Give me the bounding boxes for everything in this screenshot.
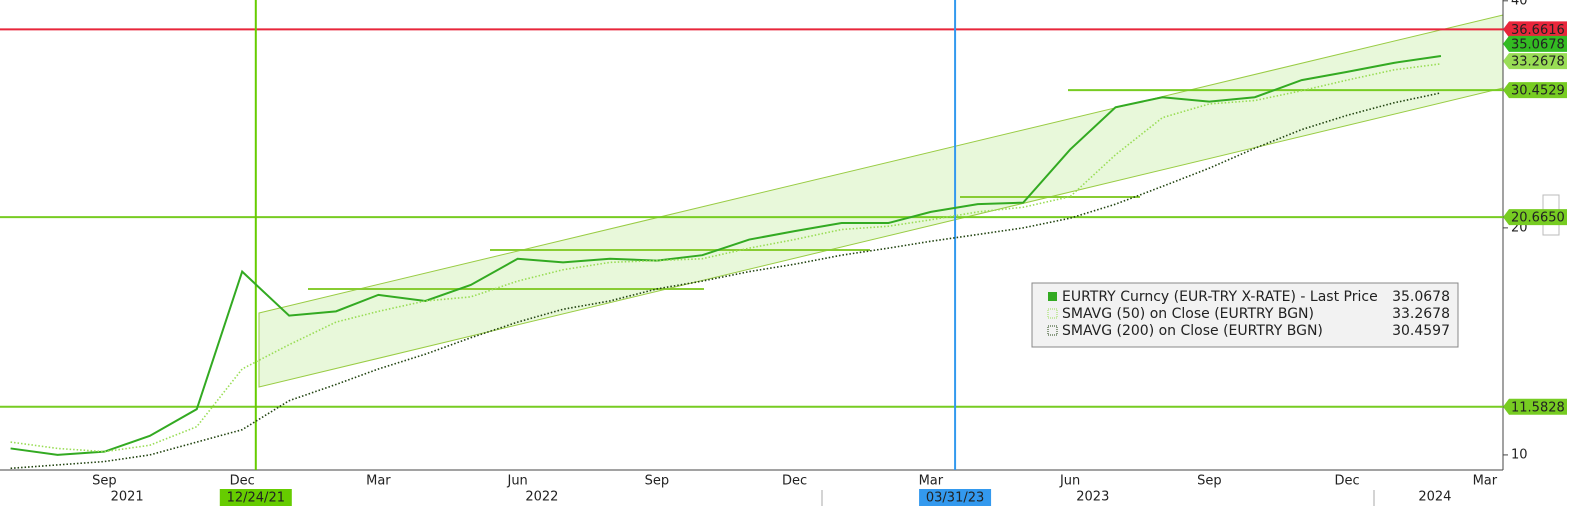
price-tag — [1503, 21, 1567, 38]
date-tag-label: 12/24/21 — [227, 491, 285, 506]
legend-label: SMAVG (50) on Close (EURTRY BGN) — [1062, 306, 1314, 322]
x-tick-label: Mar — [366, 474, 391, 489]
price-tag-label: 11.5828 — [1511, 400, 1565, 415]
legend-value: 30.4597 — [1392, 323, 1450, 339]
series-line — [10, 63, 1442, 453]
x-tick-label: Mar — [1473, 474, 1498, 489]
price-tag-label: 35.0678 — [1511, 37, 1565, 52]
date-tag — [219, 489, 292, 506]
price-tag — [1503, 209, 1567, 226]
x-year-label: 2022 — [525, 490, 558, 505]
x-year-label: 2023 — [1076, 490, 1109, 505]
date-tag — [919, 489, 992, 506]
x-tick-label: Jun — [1059, 474, 1080, 489]
x-year-label: 2021 — [111, 490, 144, 505]
legend-box — [1031, 282, 1459, 348]
price-tag — [1503, 398, 1567, 415]
x-tick-label: Dec — [782, 474, 807, 489]
legend-marker — [1047, 308, 1058, 319]
x-tick-label: Dec — [230, 474, 255, 489]
x-tick-label: Sep — [92, 474, 117, 489]
price-tag-label: 30.4529 — [1511, 84, 1565, 99]
legend-marker — [1048, 292, 1057, 301]
price-tag — [1503, 82, 1567, 99]
price-tag-label: 33.2678 — [1511, 55, 1565, 70]
price-tag — [1503, 53, 1567, 70]
x-tick-label: Sep — [645, 474, 670, 489]
legend-value: 35.0678 — [1392, 289, 1450, 305]
price-tag-label: 36.6616 — [1511, 23, 1565, 38]
x-tick-label: Dec — [1335, 474, 1360, 489]
date-tag-label: 03/31/23 — [926, 491, 984, 506]
price-tag-label: 20.6650 — [1511, 211, 1565, 226]
legend-value: 33.2678 — [1392, 306, 1450, 322]
x-tick-label: Jun — [506, 474, 527, 489]
x-tick-label: Mar — [919, 474, 944, 489]
series-line — [10, 92, 1442, 470]
x-tick-label: Sep — [1197, 474, 1222, 489]
legend-label: SMAVG (200) on Close (EURTRY BGN) — [1062, 323, 1323, 339]
plot — [0, 0, 1503, 470]
y-tick-label: 40 — [1511, 0, 1528, 8]
x-year-label: 2024 — [1418, 490, 1451, 505]
legend: EURTRY Curncy (EUR-TRY X-RATE) - Last Pr… — [1031, 282, 1459, 348]
price-tag — [1503, 35, 1567, 52]
legend-label: EURTRY Curncy (EUR-TRY X-RATE) - Last Pr… — [1062, 289, 1378, 305]
series-line — [10, 54, 1442, 456]
y-tick-label: 10 — [1511, 447, 1528, 462]
legend-marker — [1047, 325, 1058, 336]
